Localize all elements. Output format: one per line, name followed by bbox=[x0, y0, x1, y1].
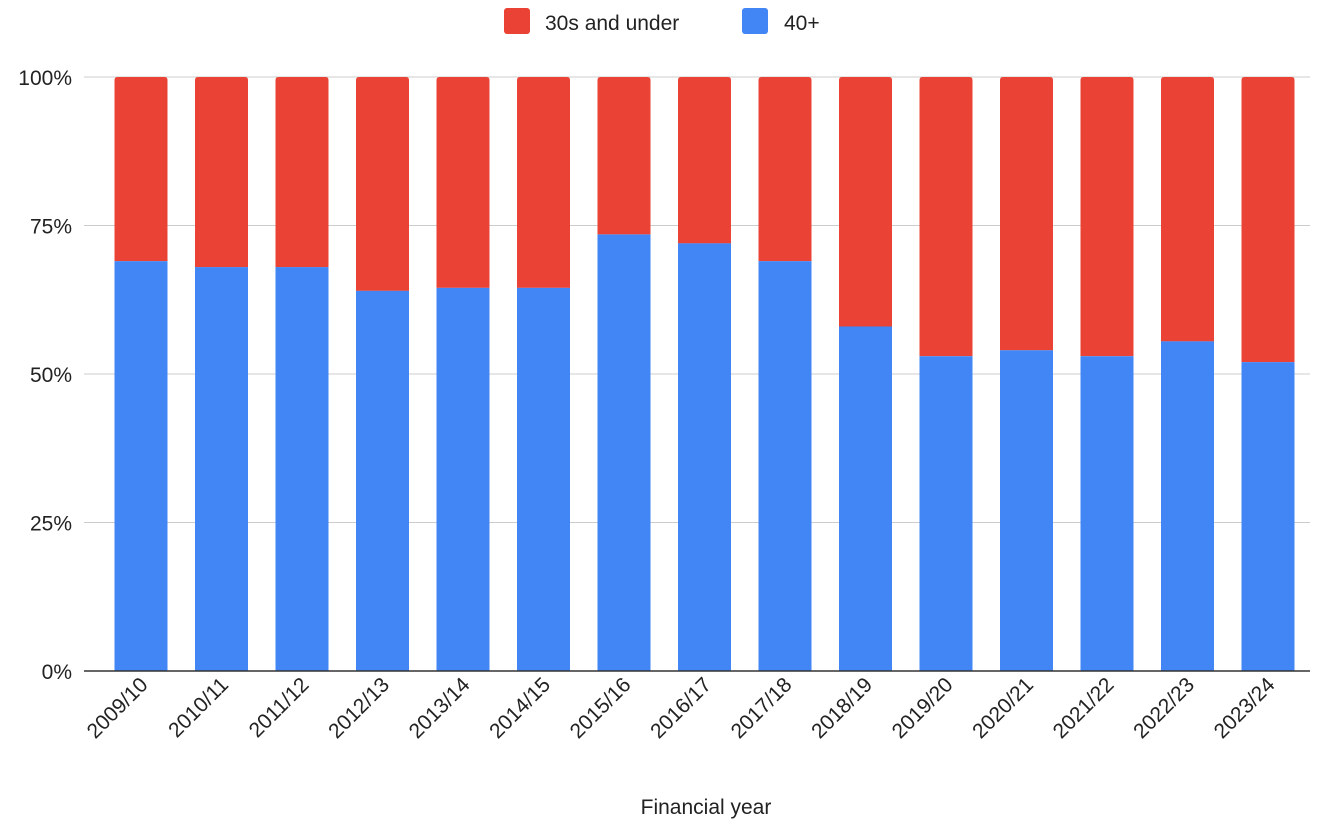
bar-segment-30s-and-under bbox=[1241, 77, 1295, 363]
bar-segment-30s-and-under bbox=[356, 77, 409, 291]
bar-segment-30s-and-under bbox=[275, 77, 329, 268]
bar-segment-30s-and-under bbox=[839, 77, 892, 327]
bar-segment-40-plus bbox=[356, 290, 409, 671]
x-tick-label: 2020/21 bbox=[968, 673, 1038, 743]
bar-segment-40-plus bbox=[839, 326, 892, 671]
x-tick-label: 2021/22 bbox=[1049, 673, 1119, 743]
x-tick-label: 2019/20 bbox=[888, 673, 958, 743]
bar-segment-30s-and-under bbox=[919, 77, 973, 357]
x-tick-label: 2009/10 bbox=[83, 673, 153, 743]
y-tick-label: 50% bbox=[30, 364, 72, 387]
bars bbox=[114, 77, 1295, 671]
bar-segment-30s-and-under bbox=[758, 77, 812, 262]
x-tick-label: 2015/16 bbox=[566, 673, 636, 743]
x-tick-label: 2017/18 bbox=[727, 673, 797, 743]
bar-segment-40-plus bbox=[1241, 362, 1295, 671]
x-axis-tick-labels: 2009/10 2010/11 2011/12 2012/13 2013/14 2014/… bbox=[83, 673, 1280, 743]
bar-segment-40-plus bbox=[919, 356, 973, 671]
chart-legend: 30s and under 40+ bbox=[504, 8, 820, 35]
x-tick-label: 2013/14 bbox=[405, 673, 475, 743]
bar-segment-40-plus bbox=[114, 261, 168, 671]
bar-segment-40-plus bbox=[758, 261, 812, 671]
x-tick-label: 2016/17 bbox=[646, 673, 716, 743]
bar-segment-30s-and-under bbox=[436, 77, 490, 288]
legend-label-40-plus: 40+ bbox=[784, 12, 820, 35]
bar-segment-30s-and-under bbox=[678, 77, 731, 244]
bar-segment-40-plus bbox=[1161, 341, 1214, 671]
x-tick-label: 2018/19 bbox=[807, 673, 877, 743]
bar-segment-30s-and-under bbox=[114, 77, 168, 262]
x-tick-label: 2022/23 bbox=[1129, 673, 1199, 743]
bar-segment-30s-and-under bbox=[195, 77, 248, 268]
x-tick-label: 2011/12 bbox=[245, 673, 314, 742]
bar-segment-40-plus bbox=[275, 267, 329, 671]
legend-swatch-30s-and-under bbox=[504, 8, 530, 34]
legend-label-30s-and-under: 30s and under bbox=[545, 12, 679, 35]
y-axis-tick-labels: 0% 25% 50% 75% 100% bbox=[18, 67, 72, 684]
bar-segment-40-plus bbox=[517, 287, 570, 671]
bar-segment-30s-and-under bbox=[1000, 77, 1053, 351]
bar-segment-30s-and-under bbox=[1080, 77, 1134, 357]
x-axis-title: Financial year bbox=[641, 796, 772, 819]
y-tick-label: 100% bbox=[18, 67, 72, 90]
bar-segment-30s-and-under bbox=[597, 77, 651, 235]
y-tick-label: 75% bbox=[30, 216, 72, 239]
bar-segment-40-plus bbox=[1080, 356, 1134, 671]
y-tick-label: 25% bbox=[30, 513, 72, 536]
x-tick-label: 2010/11 bbox=[164, 673, 233, 742]
bar-segment-40-plus bbox=[678, 243, 731, 671]
y-tick-label: 0% bbox=[42, 661, 72, 684]
bar-segment-40-plus bbox=[195, 267, 248, 671]
bar-segment-40-plus bbox=[597, 234, 651, 671]
bar-segment-30s-and-under bbox=[517, 77, 570, 288]
x-tick-label: 2012/13 bbox=[324, 673, 394, 743]
x-tick-label: 2023/24 bbox=[1210, 673, 1280, 743]
legend-swatch-40-plus bbox=[742, 8, 768, 34]
bar-segment-30s-and-under bbox=[1161, 77, 1214, 342]
x-tick-label: 2014/15 bbox=[485, 673, 555, 743]
bar-segment-40-plus bbox=[1000, 350, 1053, 671]
bar-segment-40-plus bbox=[436, 287, 490, 671]
